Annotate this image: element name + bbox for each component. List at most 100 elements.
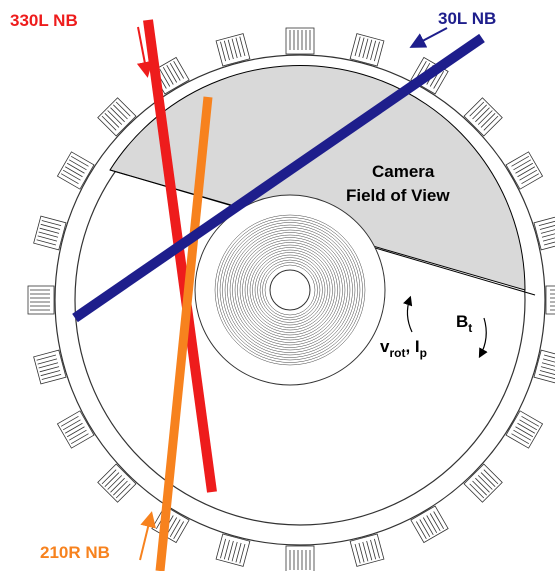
port-fin (543, 354, 555, 361)
port-fin (366, 39, 373, 60)
arrow-30 (409, 27, 448, 48)
port-fin (110, 107, 125, 123)
port-fin (227, 39, 234, 60)
port-fin (515, 162, 534, 174)
port-fin (70, 155, 89, 167)
port-fin (223, 40, 230, 61)
coil-ring (214, 214, 366, 366)
camera-label: Field of View (346, 186, 450, 205)
port-fin (480, 472, 496, 487)
port-fin (541, 362, 555, 369)
port-fin (513, 429, 532, 441)
text: , I (405, 337, 419, 356)
beam-330 (143, 19, 217, 493)
rotation-arrow (403, 295, 413, 333)
coil-ring (244, 244, 336, 336)
port-fin (415, 521, 427, 540)
port-fin (39, 366, 60, 373)
port-fin (107, 110, 123, 125)
camera-label: Camera (372, 162, 435, 181)
port (215, 33, 251, 67)
port-fin (429, 513, 441, 532)
port (97, 97, 137, 137)
coil-ring (259, 259, 321, 321)
coil-ring (227, 227, 353, 353)
port-fin (113, 104, 128, 120)
coil-ring (262, 262, 318, 318)
coil-ring (252, 252, 328, 328)
port-fin (173, 60, 185, 79)
port-fin (40, 223, 61, 230)
port-fin (159, 68, 171, 87)
port-box (505, 410, 544, 449)
port-fin (415, 60, 427, 79)
port-fin (220, 538, 227, 559)
port-fin (373, 41, 380, 62)
field-label: Bt (456, 312, 472, 335)
port (410, 505, 449, 544)
port-fin (358, 542, 365, 563)
center-hole (269, 269, 311, 311)
port-fin (519, 169, 538, 181)
port-fin (539, 223, 555, 230)
port-fin (542, 235, 555, 242)
port-fin (517, 422, 536, 434)
port-fin (220, 41, 227, 62)
port-box (285, 27, 315, 55)
port-fin (519, 419, 538, 431)
port-fin (540, 366, 555, 373)
port-fin (113, 480, 128, 496)
port (215, 533, 251, 567)
coil-ring (239, 239, 341, 341)
port-box (285, 545, 315, 571)
port-fin (162, 66, 174, 85)
port-fin (36, 239, 57, 246)
beam-30 (72, 33, 485, 323)
port-fin (235, 37, 242, 58)
port-fin (60, 173, 79, 185)
port-fin (115, 101, 131, 117)
port-fin (107, 475, 123, 490)
coil-ring (254, 254, 326, 326)
port (285, 545, 315, 571)
coil-ring (219, 219, 361, 361)
port-fin (543, 239, 555, 246)
coil-ring (232, 232, 348, 348)
port-fin (62, 419, 81, 431)
port-fin (433, 511, 445, 530)
port-box (56, 410, 95, 449)
port-fin (513, 159, 532, 171)
port (533, 349, 555, 385)
arrow-330 (136, 26, 153, 78)
port-fin (110, 477, 125, 493)
coil-ring (234, 234, 346, 346)
port (97, 463, 137, 503)
port (27, 285, 55, 315)
port-fin (70, 433, 89, 445)
port-fin (540, 227, 555, 234)
port-fin (475, 107, 490, 123)
port (349, 533, 385, 567)
port-fin (469, 101, 485, 117)
port-fin (64, 166, 83, 178)
port-fin (370, 40, 377, 61)
text: B (456, 312, 468, 331)
port-fin (60, 415, 79, 427)
port (33, 349, 67, 385)
port-fin (41, 373, 62, 380)
port-fin (373, 538, 380, 559)
port-fin (64, 422, 83, 434)
port-fin (239, 36, 246, 57)
text: rot (389, 346, 405, 360)
port-box (410, 505, 449, 544)
coil-ring (257, 257, 323, 323)
port-fin (235, 542, 242, 563)
port-fin (475, 477, 490, 493)
port-fin (40, 370, 61, 377)
text: p (420, 346, 427, 360)
port-fin (426, 515, 438, 534)
port-fin (101, 115, 117, 131)
coil-ring (247, 247, 333, 333)
port (463, 463, 503, 503)
port-box (463, 463, 503, 503)
